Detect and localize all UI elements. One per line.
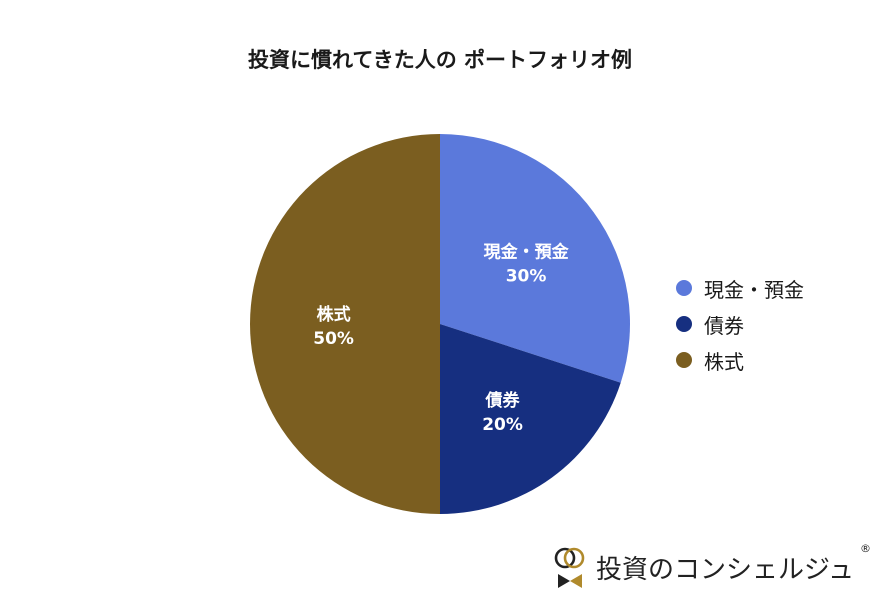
- legend-item-cash: 現金・預金: [676, 270, 804, 306]
- registered-mark: ®: [860, 542, 871, 555]
- slice-value-stocks: 50%: [313, 329, 354, 349]
- legend-item-stocks: 株式: [676, 342, 804, 378]
- slice-label-cash: 現金・預金: [484, 241, 570, 262]
- slice-value-bonds: 20%: [482, 415, 523, 435]
- legend-label-stocks: 株式: [704, 349, 744, 374]
- legend: 現金・預金 債券 株式: [676, 270, 804, 378]
- legend-swatch-bonds: [676, 316, 692, 332]
- legend-swatch-stocks: [676, 352, 692, 368]
- rings-and-bow-logo-icon: [554, 547, 585, 588]
- pie-slice-stocks: [250, 134, 440, 514]
- legend-label-cash: 現金・預金: [704, 277, 804, 302]
- legend-label-bonds: 債券: [704, 313, 744, 338]
- slice-label-stocks: 株式: [317, 304, 351, 325]
- pie-slice-bonds: [440, 324, 621, 514]
- brand-logo: 投資のコンシェルジュ ®: [552, 542, 871, 590]
- legend-item-bonds: 債券: [676, 306, 804, 342]
- legend-swatch-cash: [676, 280, 692, 296]
- slice-value-cash: 30%: [506, 266, 547, 286]
- slice-label-bonds: 債券: [485, 390, 521, 411]
- chart-title: 投資に慣れてきた人の ポートフォリオ例: [247, 48, 633, 72]
- brand-name: 投資のコンシェルジュ: [596, 554, 855, 585]
- pie-slice-cash: [440, 134, 631, 383]
